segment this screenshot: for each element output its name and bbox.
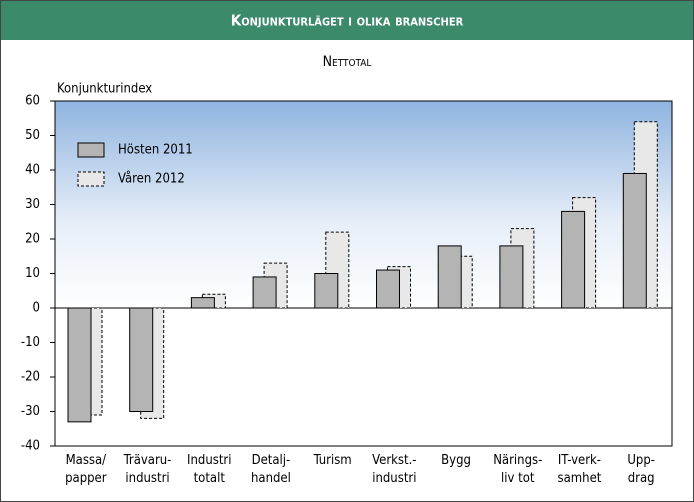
y-tick-label: -10 [21,335,40,350]
header-bar [1,1,693,40]
bar [252,276,277,309]
y-axis-label: Konjunkturindex [57,82,152,97]
legend-label: Våren 2012 [118,172,185,187]
legend-swatch [77,171,105,187]
x-tick-label: Massa/papper [65,453,107,486]
chart-title: Konjunkturläget i olika branscher [231,12,464,30]
x-tick-label: Verkst.-industri [372,453,416,486]
bar [499,245,524,309]
bar [129,307,154,412]
y-tick-label: 30 [25,197,40,212]
x-tick-label: Turism [313,453,352,468]
bar [190,297,215,309]
y-tick-label: 0 [33,301,40,316]
x-tick-label: Närings-liv tot [493,453,542,486]
bar [437,245,462,309]
x-tick-label: IT-verk-samhet [558,453,602,486]
y-tick-label: 10 [25,266,40,281]
bar [622,172,647,309]
bar [314,273,339,309]
x-tick-label: Upp-drag [627,453,655,486]
x-tick-label: Bygg [441,453,471,468]
y-tick-label: 50 [25,128,40,143]
chart-subtitle: Nettotal [323,54,372,70]
y-tick-label: -20 [21,370,40,385]
legend-label: Hösten 2011 [118,143,193,158]
legend-swatch [77,142,105,158]
x-tick-label: Trävaru-industri [123,453,172,486]
x-tick-label: Industri totalt [187,453,231,486]
y-tick-label: 40 [25,163,40,178]
y-tick-label: -40 [21,439,40,454]
y-tick-label: 60 [25,94,40,109]
y-tick-label: 20 [25,232,40,247]
x-tick-label: Detalj-handel [251,453,291,486]
bar [67,307,92,423]
bar [376,269,400,309]
bar [561,210,586,309]
y-tick-label: -30 [21,404,40,419]
